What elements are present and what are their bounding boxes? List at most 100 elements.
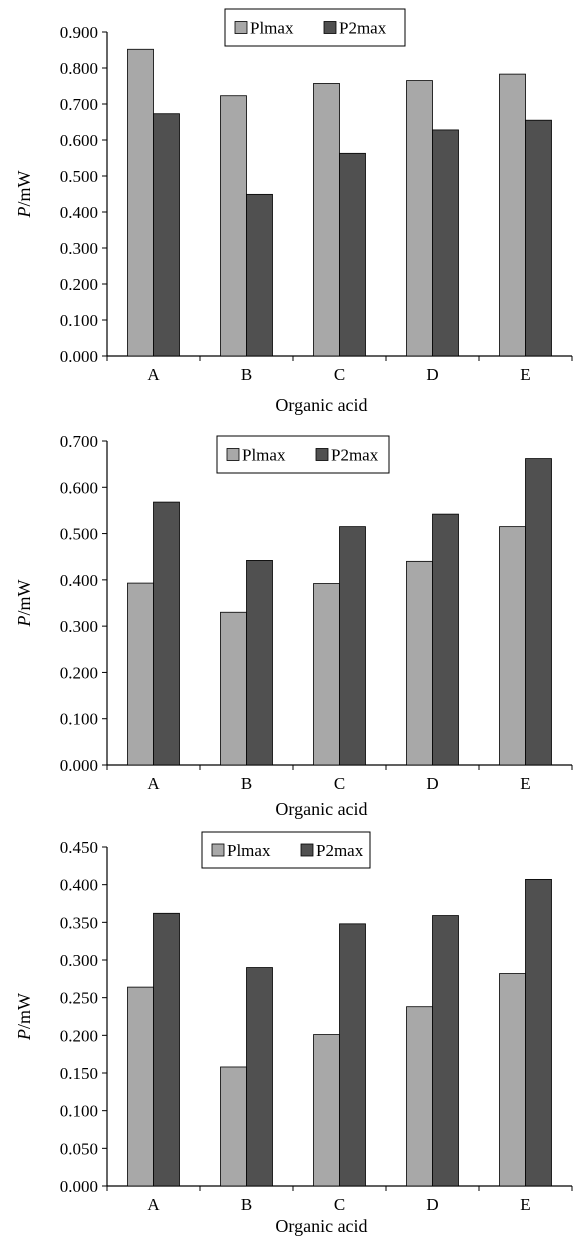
y-tick-label: 0.300 bbox=[60, 617, 98, 636]
y-tick-label: 0.100 bbox=[60, 311, 98, 330]
legend-label-plmax: Plmax bbox=[242, 446, 286, 465]
legend-label-plmax: Plmax bbox=[250, 19, 294, 38]
y-tick-label: 0.600 bbox=[60, 478, 98, 497]
bar-p2max-b bbox=[246, 193, 273, 357]
bar-p2max-c bbox=[339, 152, 366, 357]
x-tick-label: A bbox=[147, 774, 160, 793]
bar-plmax-c bbox=[313, 583, 340, 766]
bar-plmax-b bbox=[220, 1066, 247, 1187]
y-tick-label: 0.000 bbox=[60, 347, 98, 366]
legend-swatch-plmax bbox=[226, 448, 240, 461]
y-tick-label: 0.000 bbox=[60, 1177, 98, 1196]
x-tick-label: D bbox=[426, 774, 438, 793]
x-tick-label: B bbox=[241, 1195, 252, 1214]
legend-label-plmax: Plmax bbox=[227, 841, 271, 860]
x-axis-title: Organic acid bbox=[275, 1216, 367, 1236]
bar-p2max-e bbox=[525, 878, 552, 1187]
y-tick-label: 0.700 bbox=[60, 95, 98, 114]
y-axis-title-variable: P bbox=[14, 207, 34, 219]
x-tick-label: A bbox=[147, 365, 160, 384]
x-tick-label: C bbox=[334, 1195, 345, 1214]
legend-swatch-p2max bbox=[300, 843, 314, 857]
legend-label-p2max: P2max bbox=[331, 446, 379, 465]
bar-plmax-d bbox=[406, 80, 433, 357]
legend-box bbox=[216, 435, 390, 474]
y-tick-label: 0.150 bbox=[60, 1064, 98, 1083]
y-tick-label: 0.100 bbox=[60, 1102, 98, 1121]
y-tick-label: 0.050 bbox=[60, 1139, 98, 1158]
x-tick-label: C bbox=[334, 365, 345, 384]
y-axis-title: P/mW bbox=[14, 993, 34, 1041]
legend-box bbox=[224, 8, 406, 47]
y-tick-label: 0.300 bbox=[60, 239, 98, 258]
bar-p2max-d bbox=[432, 915, 459, 1187]
y-axis-title: P/mW bbox=[14, 579, 34, 627]
bar-plmax-a bbox=[127, 986, 154, 1187]
x-tick-label: D bbox=[426, 365, 438, 384]
bar-p2max-e bbox=[525, 119, 552, 357]
y-tick-label: 0.400 bbox=[60, 571, 98, 590]
x-axis-title: Organic acid bbox=[275, 395, 367, 415]
x-tick-label: E bbox=[520, 1195, 530, 1214]
bar-plmax-c bbox=[313, 83, 340, 357]
bar-p2max-a bbox=[153, 501, 180, 766]
bar-plmax-e bbox=[499, 973, 526, 1187]
y-axis-title-variable: P bbox=[14, 1029, 34, 1041]
y-tick-label: 0.400 bbox=[60, 203, 98, 222]
bar-p2max-c bbox=[339, 526, 366, 766]
y-tick-label: 0.300 bbox=[60, 951, 98, 970]
bar-p2max-a bbox=[153, 912, 180, 1187]
y-tick-label: 0.000 bbox=[60, 756, 98, 775]
bar-plmax-b bbox=[220, 611, 247, 766]
legend-swatch-plmax bbox=[234, 21, 248, 34]
chart-panel-2: 0.000 0.100 0.200 0.300 0.400 0.500 0.600 0.700… bbox=[14, 432, 573, 819]
bar-plmax-a bbox=[127, 48, 154, 357]
x-tick-label: C bbox=[334, 774, 345, 793]
x-tick-label: E bbox=[520, 774, 530, 793]
bar-plmax-c bbox=[313, 1034, 340, 1187]
bar-p2max-b bbox=[246, 560, 273, 766]
y-tick-label: 0.400 bbox=[60, 876, 98, 895]
y-tick-label: 0.200 bbox=[60, 663, 98, 682]
bar-plmax-d bbox=[406, 560, 433, 766]
y-tick-label: 0.500 bbox=[60, 525, 98, 544]
y-axis-title: P/mW bbox=[14, 170, 34, 218]
y-axis-title-variable: P bbox=[14, 616, 34, 628]
bar-plmax-b bbox=[220, 95, 247, 357]
bar-plmax-e bbox=[499, 526, 526, 766]
y-tick-label: 0.450 bbox=[60, 838, 98, 857]
bar-p2max-b bbox=[246, 967, 273, 1187]
bar-p2max-d bbox=[432, 129, 459, 357]
legend-swatch-p2max bbox=[323, 21, 337, 34]
legend-swatch-p2max bbox=[315, 448, 329, 461]
x-tick-label: B bbox=[241, 774, 252, 793]
bar-plmax-d bbox=[406, 1006, 433, 1187]
x-tick-label: D bbox=[426, 1195, 438, 1214]
y-tick-label: 0.200 bbox=[60, 1026, 98, 1045]
legend-box bbox=[201, 831, 371, 869]
y-tick-label: 0.900 bbox=[60, 23, 98, 42]
y-axis-title-unit: /mW bbox=[14, 993, 34, 1029]
y-tick-label: 0.350 bbox=[60, 913, 98, 932]
bar-p2max-d bbox=[432, 513, 459, 766]
y-tick-label: 0.700 bbox=[60, 432, 98, 451]
bar-plmax-e bbox=[499, 73, 526, 357]
bar-plmax-a bbox=[127, 582, 154, 766]
bar-p2max-c bbox=[339, 923, 366, 1187]
bar-p2max-a bbox=[153, 113, 180, 357]
legend-swatch-plmax bbox=[211, 843, 225, 857]
y-tick-label: 0.100 bbox=[60, 710, 98, 729]
y-tick-label: 0.250 bbox=[60, 989, 98, 1008]
chart-panel-3: 0.000 0.050 0.100 0.150 0.200 0.250 0.300 0.350… bbox=[14, 831, 573, 1236]
x-tick-label: B bbox=[241, 365, 252, 384]
x-tick-label: E bbox=[520, 365, 530, 384]
y-tick-label: 0.800 bbox=[60, 59, 98, 78]
legend-label-p2max: P2max bbox=[316, 841, 364, 860]
chart-panel-1: 0.000 0.100 0.200 0.300 0.400 0.500 0.600 0.700… bbox=[14, 8, 573, 415]
y-axis-title-unit: /mW bbox=[14, 579, 34, 615]
y-tick-label: 0.200 bbox=[60, 275, 98, 294]
legend-label-p2max: P2max bbox=[339, 19, 387, 38]
x-axis-title: Organic acid bbox=[275, 799, 367, 819]
x-tick-label: A bbox=[147, 1195, 160, 1214]
bar-p2max-e bbox=[525, 458, 552, 766]
